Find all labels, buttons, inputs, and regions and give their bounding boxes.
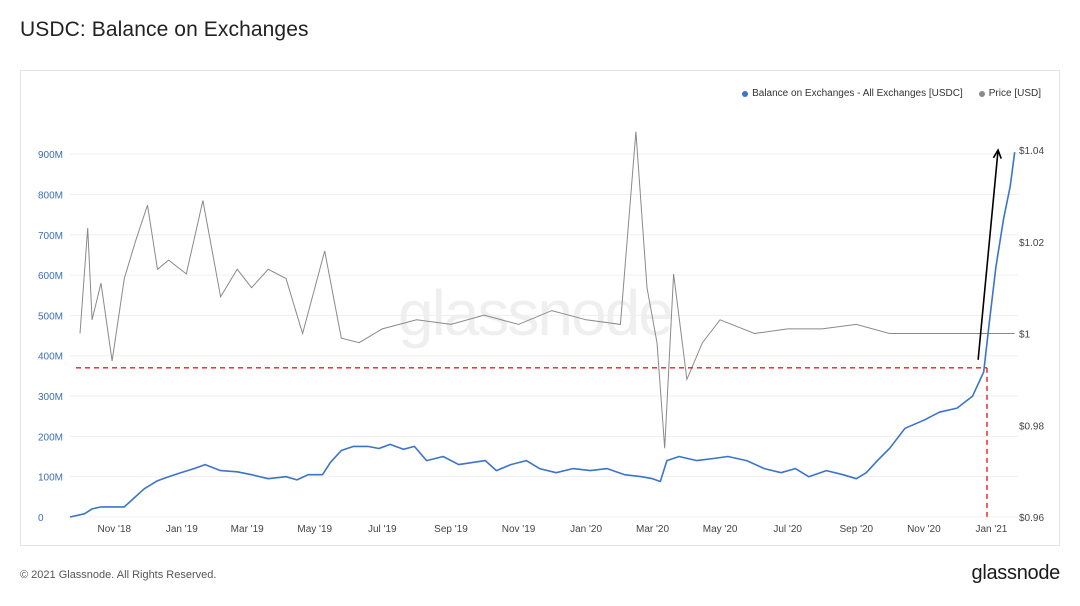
x-tick-label: May '19 [297,524,332,535]
legend-item-price[interactable]: Price [USD] [978,88,1041,99]
legend-dot-balance [742,90,749,97]
footer-brand-logo[interactable]: glassnode [971,562,1061,584]
y-right-tick-label: $0.98 [1019,421,1044,432]
chart-card [20,70,1060,546]
x-tick-label: May '20 [703,524,738,535]
y-left-tick-label: 0 [38,513,44,524]
y-left-tick-label: 200M [38,432,63,443]
y-left-tick-label: 800M [38,190,63,201]
x-tick-label: Mar '19 [231,524,264,535]
x-tick-label: Jul '19 [368,524,397,535]
chart-legend: Balance on Exchanges - All Exchanges [US… [742,88,1041,99]
x-tick-label: Mar '20 [636,524,669,535]
trend-arrow-line [977,150,999,360]
legend-label-balance: Balance on Exchanges - All Exchanges [US… [752,88,963,99]
x-tick-label: Jan '19 [166,524,198,535]
y-left-tick-label: 300M [38,392,63,403]
y-right-tick-label: $1.04 [1019,146,1044,157]
x-tick-label: Jan '21 [975,524,1007,535]
y-left-tick-label: 100M [38,473,63,484]
x-tick-label: Sep '19 [434,524,468,535]
series-line-price [79,131,1015,449]
x-tick-label: Nov '18 [98,524,132,535]
y-left-tick-label: 500M [38,311,63,322]
y-left-tick-label: 600M [38,271,63,282]
y-left-tick-label: 400M [38,352,63,363]
y-right-tick-label: $1.02 [1019,238,1044,249]
legend-label-price: Price [USD] [988,88,1041,99]
trend-arrow-head [992,148,1002,159]
series-line-balance [69,151,1016,518]
y-right-tick-label: $1 [1019,330,1031,341]
x-tick-label: Jan '20 [570,524,602,535]
y-right-tick-label: $0.96 [1019,513,1044,524]
x-tick-label: Jul '20 [773,524,802,535]
y-left-tick-label: 700M [38,231,63,242]
x-tick-label: Nov '19 [502,524,536,535]
footer-copyright: © 2021 Glassnode. All Rights Reserved. [20,569,217,581]
legend-dot-price [978,90,985,97]
x-tick-label: Nov '20 [907,524,941,535]
chart-title: USDC: Balance on Exchanges [20,18,309,41]
x-tick-label: Sep '20 [840,524,874,535]
y-left-tick-label: 900M [38,150,63,161]
legend-item-balance[interactable]: Balance on Exchanges - All Exchanges [US… [742,88,963,99]
